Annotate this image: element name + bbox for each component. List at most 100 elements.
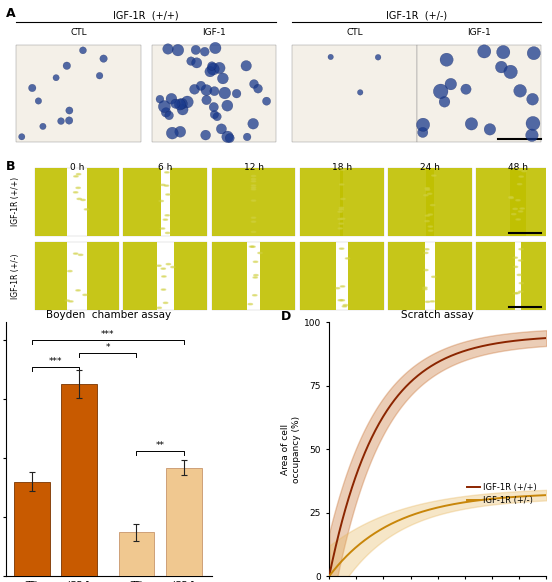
- Circle shape: [519, 176, 523, 178]
- Bar: [476, 168, 527, 236]
- Circle shape: [432, 175, 436, 176]
- IGF-1R (+/-): [326, 573, 332, 580]
- Text: IGF-1: IGF-1: [202, 29, 226, 37]
- Bar: [211, 168, 295, 236]
- Circle shape: [165, 215, 169, 216]
- Point: [418, 127, 427, 137]
- Circle shape: [251, 246, 255, 247]
- Circle shape: [254, 275, 258, 276]
- Point: [232, 89, 241, 98]
- Bar: [348, 242, 384, 310]
- Circle shape: [431, 204, 435, 205]
- Bar: [476, 242, 552, 310]
- Point: [326, 52, 335, 62]
- Circle shape: [513, 257, 517, 258]
- Circle shape: [509, 197, 513, 198]
- Line: IGF-1R (+/+): IGF-1R (+/+): [329, 338, 546, 576]
- Bar: [174, 242, 208, 310]
- Circle shape: [426, 189, 430, 190]
- Circle shape: [428, 230, 433, 231]
- Circle shape: [340, 300, 344, 301]
- Circle shape: [258, 253, 262, 254]
- Circle shape: [161, 184, 165, 186]
- Bar: [166, 467, 202, 576]
- Circle shape: [251, 175, 256, 176]
- Circle shape: [73, 191, 78, 193]
- Circle shape: [522, 171, 526, 172]
- Circle shape: [423, 252, 428, 254]
- Text: CTL: CTL: [70, 29, 87, 37]
- Point: [215, 63, 224, 73]
- Circle shape: [424, 194, 428, 196]
- IGF-1R (+/-): [352, 544, 359, 551]
- Circle shape: [76, 290, 80, 291]
- Text: 0 h: 0 h: [70, 163, 84, 172]
- Point: [162, 108, 171, 117]
- Point: [173, 45, 182, 55]
- Y-axis label: Area of cell
occupancy (%): Area of cell occupancy (%): [282, 416, 301, 483]
- Bar: [169, 168, 208, 236]
- IGF-1R (+/+): [463, 347, 469, 354]
- Point: [99, 54, 108, 63]
- Circle shape: [517, 274, 522, 275]
- Text: IGF-1R (+/+): IGF-1R (+/+): [11, 178, 20, 226]
- Bar: [119, 533, 154, 576]
- Point: [17, 132, 26, 141]
- Text: **: **: [156, 441, 164, 450]
- Point: [220, 88, 229, 98]
- Circle shape: [342, 306, 347, 307]
- Point: [223, 132, 232, 141]
- Circle shape: [74, 176, 78, 177]
- IGF-1R (+/-): [484, 496, 490, 503]
- Point: [243, 132, 252, 141]
- Point: [219, 74, 227, 83]
- Bar: [124, 168, 208, 236]
- Point: [190, 84, 199, 94]
- Point: [34, 96, 43, 105]
- Circle shape: [339, 207, 343, 208]
- Circle shape: [77, 198, 82, 200]
- Point: [250, 79, 258, 88]
- Circle shape: [516, 219, 521, 220]
- Text: B: B: [6, 160, 15, 173]
- Circle shape: [166, 232, 170, 233]
- Bar: [388, 168, 472, 236]
- Circle shape: [83, 294, 87, 296]
- Circle shape: [338, 300, 342, 301]
- Point: [208, 61, 216, 70]
- Circle shape: [339, 184, 344, 185]
- Point: [206, 67, 215, 76]
- Text: *: *: [105, 343, 110, 352]
- Text: IGF-1: IGF-1: [467, 29, 491, 37]
- Circle shape: [251, 221, 256, 222]
- Circle shape: [251, 187, 256, 188]
- Circle shape: [519, 291, 523, 292]
- IGF-1R (+/+): [326, 573, 332, 580]
- Circle shape: [166, 264, 171, 265]
- Circle shape: [161, 228, 164, 229]
- Bar: [300, 242, 384, 310]
- Circle shape: [161, 289, 166, 290]
- Point: [262, 97, 271, 106]
- Bar: [35, 242, 67, 310]
- Circle shape: [346, 258, 350, 259]
- Circle shape: [513, 266, 518, 268]
- Circle shape: [423, 269, 428, 271]
- Circle shape: [253, 294, 257, 296]
- Circle shape: [430, 301, 434, 302]
- Bar: [87, 168, 119, 236]
- Bar: [61, 384, 97, 576]
- Bar: [211, 242, 247, 310]
- Circle shape: [518, 211, 523, 212]
- Line: IGF-1R (+/-): IGF-1R (+/-): [329, 495, 546, 576]
- Circle shape: [164, 185, 169, 186]
- Circle shape: [424, 249, 429, 250]
- Bar: [87, 242, 119, 310]
- Bar: [211, 242, 295, 310]
- Text: CTL: CTL: [346, 29, 363, 37]
- Point: [192, 45, 200, 55]
- Circle shape: [157, 307, 161, 308]
- Point: [176, 100, 184, 109]
- Bar: [476, 168, 552, 236]
- Circle shape: [76, 187, 81, 189]
